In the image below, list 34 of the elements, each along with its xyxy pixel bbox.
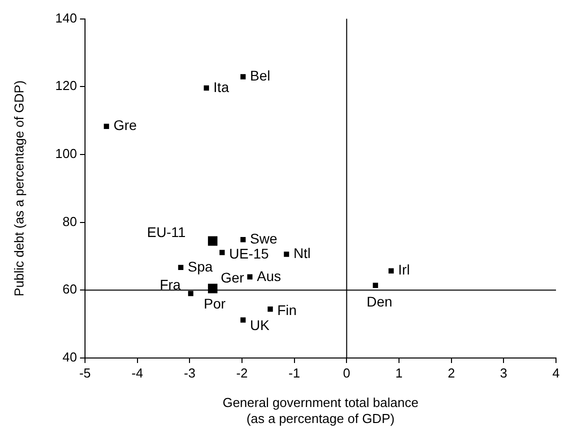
y-tick-label: 120 [55,78,77,94]
annotation: Por [204,295,226,312]
annotation: Den [366,293,392,310]
x-tick-label: -3 [184,365,196,380]
x-tick-label: -5 [79,365,91,380]
x-tick-label: -4 [132,365,144,380]
x-tick-label: 0 [343,365,350,380]
annotation: Fra [160,276,181,292]
annotation: Aus [256,268,281,284]
x-tick-label: 1 [395,365,403,380]
x-tick-label: -1 [288,365,300,380]
y-tick-label: 140 [55,10,77,26]
annotation: Swe [250,230,278,246]
annotation: Ita [213,78,230,95]
x-tick-label: -2 [236,365,248,380]
annotation: Bel [250,68,270,84]
y-tick-label: 60 [62,282,77,297]
annotation: Ger [220,269,244,286]
annotation: EU-11 [147,224,186,240]
x-tick-label: 3 [500,365,508,380]
y-tick-label: 100 [55,146,77,162]
y-axis-title: Public debt (as a percentage of GDP) [11,80,26,296]
annotation: UE-15 [229,245,270,262]
annotation: Irl [398,262,410,278]
y-tick-label: 40 [62,350,77,365]
y-tick-label: 80 [62,214,77,229]
x-tick-label: 4 [552,365,560,380]
annotation: UK [250,316,270,333]
x-axis-title: General government total balance (as a percentage of GDP) [222,395,418,426]
x-tick-label: 2 [448,365,455,380]
annotation: Spa [188,258,213,274]
annotation: Fin [277,302,297,318]
annotation: Gre [113,117,138,134]
annotation: Ntl [293,245,311,262]
